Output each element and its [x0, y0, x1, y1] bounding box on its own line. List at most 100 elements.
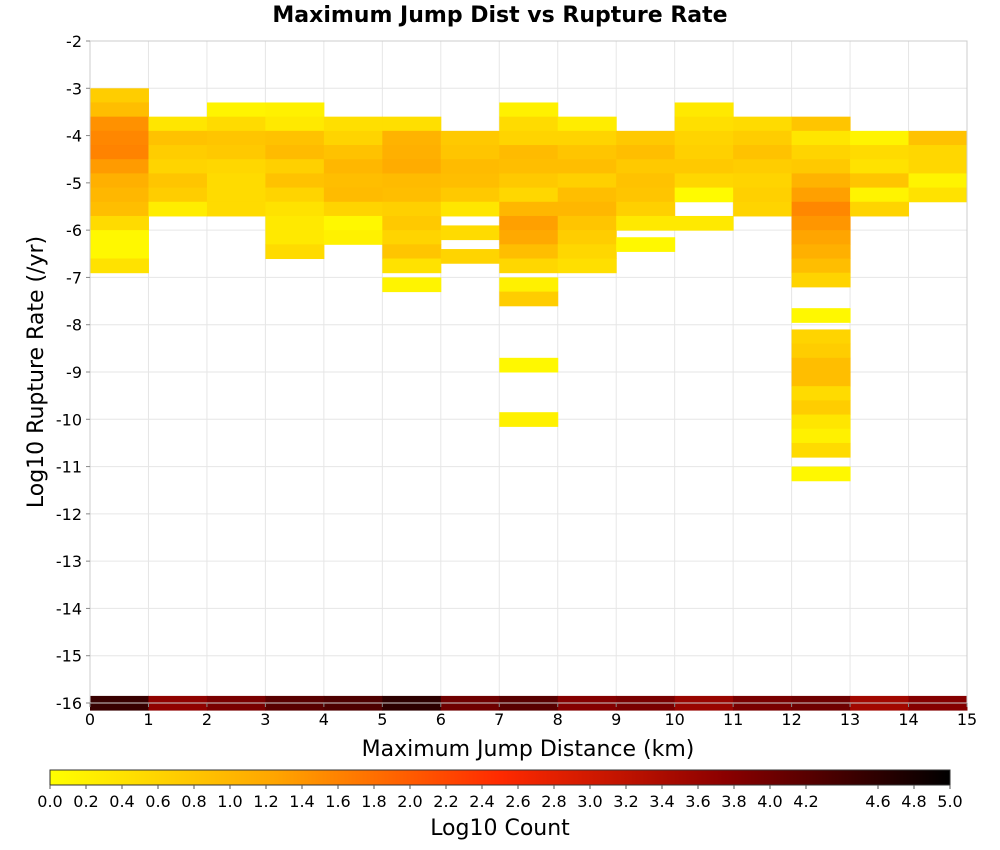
- heatmap-cell: [90, 215, 149, 231]
- heatmap-cell: [791, 428, 851, 444]
- heatmap-cell: [323, 159, 383, 174]
- x-tick-label: 8: [553, 710, 563, 729]
- heatmap-cell: [674, 159, 734, 174]
- heatmap-cells: [90, 88, 968, 711]
- heatmap-cell: [791, 130, 851, 146]
- heatmap-cell: [148, 173, 208, 189]
- heatmap-cell: [440, 159, 500, 174]
- heatmap-cell: [850, 145, 910, 160]
- heatmap-cell: [499, 159, 559, 174]
- colorbar-tick-label: 2.8: [541, 792, 566, 811]
- heatmap-cell: [206, 102, 266, 118]
- y-axis-label: Log10 Rupture Rate (/yr): [24, 236, 49, 508]
- colorbar-tick-label: 0.4: [109, 792, 134, 811]
- heatmap-cell: [850, 130, 910, 146]
- heatmap-cell: [206, 159, 266, 174]
- y-tick-label: -2: [66, 32, 82, 51]
- heatmap-cell: [850, 173, 910, 189]
- heatmap-cell: [440, 130, 500, 146]
- heatmap-cell: [265, 102, 325, 118]
- colorbar-tick-label: 4.2: [793, 792, 818, 811]
- heatmap-cell: [323, 173, 383, 189]
- heatmap-cell: [850, 187, 910, 203]
- x-tick-label: 0: [85, 710, 95, 729]
- heatmap-cell: [557, 201, 617, 217]
- heatmap-cell: [733, 201, 793, 217]
- colorbar-tick-label: 4.0: [757, 792, 782, 811]
- colorbar-tick-label: 3.4: [649, 792, 674, 811]
- heatmap-cell: [265, 201, 325, 217]
- heatmap-cell: [265, 116, 325, 132]
- heatmap-cell: [616, 187, 676, 203]
- x-tick-label: 9: [611, 710, 621, 729]
- heatmap-cell: [206, 201, 266, 217]
- heatmap-cell: [674, 173, 734, 189]
- heatmap-cell: [323, 145, 383, 160]
- heatmap-cell: [148, 116, 208, 132]
- heatmap-cell: [382, 130, 442, 146]
- heatmap-cell: [791, 357, 851, 373]
- heatmap-cell: [791, 173, 851, 189]
- colorbar-tick-label: 4.6: [865, 792, 890, 811]
- heatmap-cell: [908, 187, 968, 203]
- heatmap-cell: [674, 102, 734, 118]
- heatmap-cell: [265, 187, 325, 203]
- y-tick-label: -7: [66, 268, 82, 287]
- heatmap-cell: [499, 277, 559, 293]
- heatmap-cell: [265, 230, 325, 245]
- y-tick-label: -4: [66, 127, 82, 146]
- heatmap-cell: [90, 145, 149, 160]
- x-axis-ticks: 0 1 2 3 4 5 6 7 8 9 10 11 12 13 14 15: [85, 703, 977, 729]
- heatmap-cell: [791, 466, 851, 482]
- heatmap-cell: [850, 201, 910, 217]
- colorbar-tick-label: 0.2: [73, 792, 98, 811]
- heatmap-cell: [265, 215, 325, 231]
- heatmap-cell: [791, 145, 851, 160]
- colorbar-label: Log10 Count: [430, 816, 570, 841]
- heatmap-cell: [791, 258, 851, 274]
- heatmap-cell: [90, 130, 149, 146]
- y-tick-label: -10: [56, 410, 82, 429]
- heatmap-cell: [791, 400, 851, 416]
- heatmap-cell: [265, 159, 325, 174]
- colorbar-tick-label: 2.2: [433, 792, 458, 811]
- x-tick-label: 13: [840, 710, 860, 729]
- heatmap-cell: [90, 159, 149, 174]
- heatmap-cell: [148, 201, 208, 217]
- heatmap-cell: [323, 187, 383, 203]
- heatmap-cell: [616, 173, 676, 189]
- heatmap-cell: [499, 230, 559, 245]
- heatmap-cell: [382, 173, 442, 189]
- y-tick-label: -3: [66, 79, 82, 98]
- heatmap-cell: [908, 159, 968, 174]
- heatmap-cell: [265, 244, 325, 260]
- colorbar: [49, 769, 951, 786]
- heatmap-cell: [557, 258, 617, 274]
- colorbar-tick-label: 0.8: [181, 792, 206, 811]
- heatmap-cell: [382, 277, 442, 293]
- heatmap-cell: [499, 357, 559, 373]
- heatmap-cell: [557, 187, 617, 203]
- colorbar-tick-label: 1.0: [217, 792, 242, 811]
- x-tick-label: 11: [723, 710, 743, 729]
- colorbar-tick-label: 1.2: [253, 792, 278, 811]
- heatmap-cell: [733, 145, 793, 160]
- heatmap-cell: [323, 130, 383, 146]
- heatmap-cell: [557, 116, 617, 132]
- heatmap-cell: [90, 244, 149, 260]
- heatmap-cell: [440, 187, 500, 203]
- colorbar-tick-label: 3.8: [721, 792, 746, 811]
- heatmap-cell: [382, 145, 442, 160]
- heatmap-cell: [499, 116, 559, 132]
- heatmap-cell: [323, 116, 383, 132]
- heatmap-cell: [265, 173, 325, 189]
- heatmap-cell: [323, 201, 383, 217]
- heatmap-cell: [791, 329, 851, 345]
- heatmap-cell: [499, 102, 559, 118]
- heatmap-cell: [791, 308, 851, 323]
- heatmap-cell: [616, 145, 676, 160]
- colorbar-tick-label: 5.0: [937, 792, 962, 811]
- y-tick-label: -15: [56, 647, 82, 666]
- heatmap-cell: [791, 272, 851, 288]
- heatmap-cell: [265, 130, 325, 146]
